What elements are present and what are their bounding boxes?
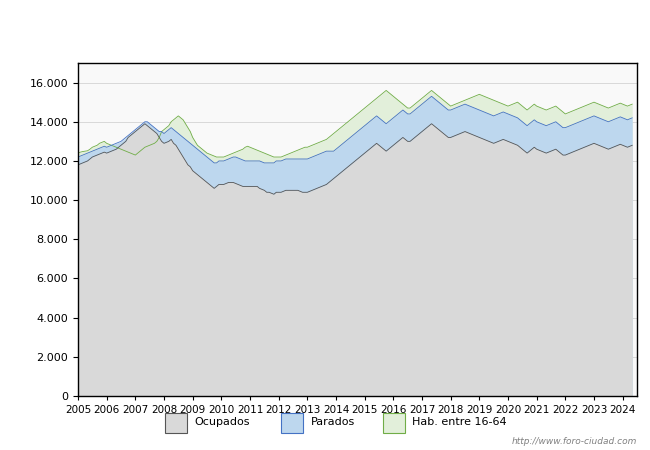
Text: Tavernes Blanques - Evolucion de la poblacion en edad de Trabajar Mayo de 2024: Tavernes Blanques - Evolucion de la pobl… bbox=[53, 21, 597, 33]
Text: Parados: Parados bbox=[311, 417, 355, 427]
Text: Ocupados: Ocupados bbox=[194, 417, 250, 427]
FancyBboxPatch shape bbox=[384, 413, 405, 433]
Text: http://www.foro-ciudad.com: http://www.foro-ciudad.com bbox=[512, 436, 637, 446]
FancyBboxPatch shape bbox=[165, 413, 187, 433]
FancyBboxPatch shape bbox=[281, 413, 303, 433]
Text: Hab. entre 16-64: Hab. entre 16-64 bbox=[412, 417, 507, 427]
